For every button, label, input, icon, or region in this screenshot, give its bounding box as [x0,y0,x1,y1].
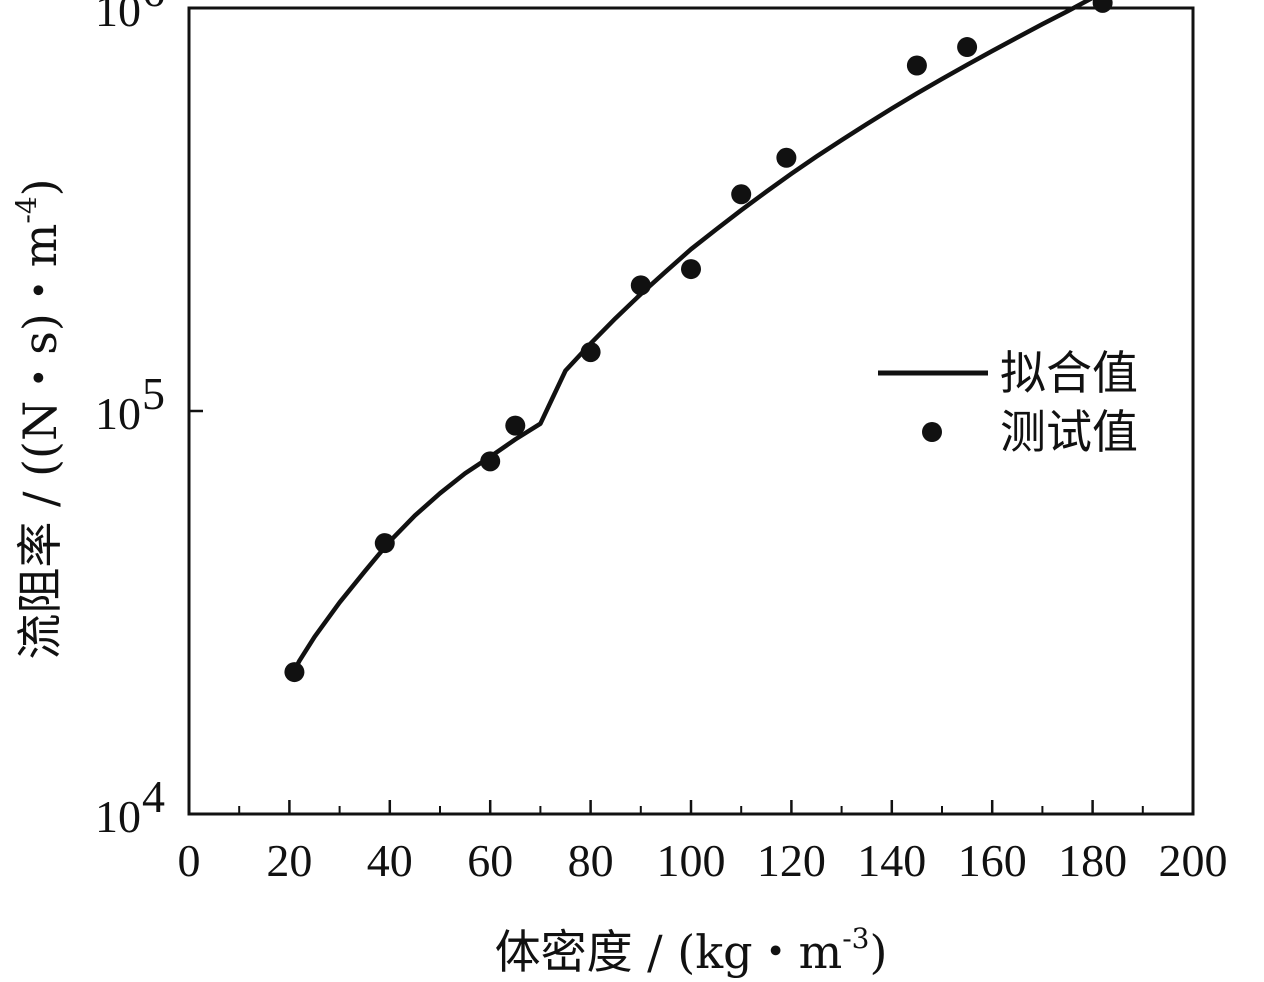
x-tick-label-0: 0 [178,835,201,886]
measured-point-10 [957,37,978,58]
y-tick-label-10000: 10 [95,791,141,842]
measured-point-2 [480,451,501,472]
measured-point-5 [630,275,651,296]
y-tick-exp-10000: 4 [142,771,165,822]
y-tick-label-1000000: 10 [95,0,141,36]
legend-dot-label: 测试值 [1000,405,1138,459]
fit-curve-line [287,0,1094,682]
legend-dot-swatch [922,422,942,442]
y-axis-title: 流阻率 / ((N・s)・m-4) [10,178,67,659]
measured-point-0 [284,662,305,683]
plot-frame [187,6,1195,816]
measured-point-8 [776,147,797,168]
x-tick-label-180: 180 [1058,835,1127,886]
x-axis-title: 体密度 / (kg・m-3) [495,922,888,979]
legend-line-label: 拟合值 [1000,346,1138,400]
x-tick-label-100: 100 [657,835,726,886]
x-tick-label-40: 40 [367,835,413,886]
labels-layer: 020406080100120140160180200104105106 [95,0,1228,886]
x-tick-label-160: 160 [958,835,1027,886]
measured-point-4 [580,342,601,363]
y-tick-label-100000: 10 [95,388,141,439]
x-tick-label-20: 20 [266,835,312,886]
x-tick-label-80: 80 [568,835,614,886]
y-tick-exp-100000: 5 [142,368,165,419]
y-tick-exp-1000000: 6 [142,0,165,16]
x-tick-label-140: 140 [857,835,926,886]
measured-point-11 [1092,0,1113,13]
measured-point-6 [681,259,701,280]
measured-point-9 [906,55,927,76]
x-tick-label-200: 200 [1159,835,1228,886]
series-layer [284,0,1113,683]
legend: 拟合值 测试值 [878,346,1138,459]
x-tick-label-60: 60 [467,835,513,886]
measured-point-7 [731,184,752,205]
measured-point-3 [505,415,526,436]
measured-point-1 [374,533,395,554]
x-tick-label-120: 120 [757,835,826,886]
